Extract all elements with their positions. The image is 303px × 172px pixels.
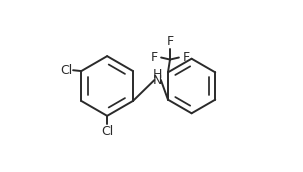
Text: F: F [182, 51, 189, 64]
Text: F: F [166, 35, 174, 48]
Text: N: N [152, 73, 162, 87]
Text: Cl: Cl [60, 64, 73, 77]
Text: H: H [152, 68, 162, 81]
Text: Cl: Cl [101, 125, 113, 138]
Text: F: F [151, 51, 158, 64]
